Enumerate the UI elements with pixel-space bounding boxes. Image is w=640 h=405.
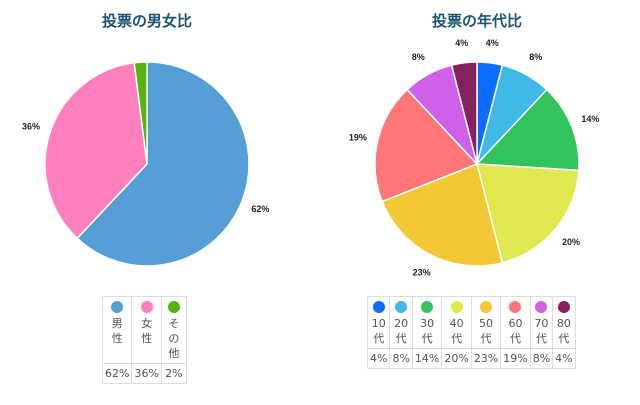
legend-cell-60s: 60 代	[500, 296, 531, 349]
slice-percent-label: 36%	[22, 121, 40, 131]
legend-value-10s: 4%	[366, 348, 391, 369]
slice-percent-label: 8%	[529, 52, 542, 62]
gender-chart-title: 投票の男女比	[101, 12, 192, 30]
slice-percent-label: 4%	[455, 38, 468, 48]
pie-slice	[381, 162, 504, 267]
legend-value-80s: 4%	[552, 348, 576, 369]
70s-color-dot-icon	[535, 301, 548, 313]
legend-value-female: 36%	[131, 363, 162, 384]
legend-value-40s: 20%	[441, 348, 472, 369]
20s-color-dot-icon	[395, 301, 408, 313]
legend-value-60s: 19%	[500, 348, 531, 369]
legend-cell-male: 男 性	[101, 296, 133, 364]
slice-percent-label: 23%	[413, 268, 431, 278]
10s-color-dot-icon	[372, 301, 385, 313]
legend-cell-10s: 10 代	[366, 296, 391, 349]
50s-color-dot-icon	[480, 301, 493, 313]
60s-color-dot-icon	[509, 301, 522, 313]
slice-percent-label: 62%	[251, 204, 269, 214]
legend-cell-80s: 80 代	[552, 296, 576, 349]
male-color-dot-icon	[111, 301, 124, 313]
40s-color-dot-icon	[450, 301, 463, 313]
legend-value-70s: 8%	[529, 348, 554, 369]
age-legend-table: 10 代 20 代 30 代 40 代 50 代 60 代 70 代 80 代 4% 8% 14…	[366, 296, 576, 369]
pie-slice	[44, 61, 148, 240]
legend-value-20s: 8%	[389, 348, 413, 369]
female-color-dot-icon	[140, 301, 153, 313]
legend-cell-other: そ の 他	[160, 296, 187, 364]
gender-pie-chart: 62% 36%	[22, 61, 269, 267]
slice-percent-label: 4%	[486, 38, 499, 48]
pie-slice	[133, 61, 148, 165]
legend-value-male: 62%	[101, 363, 133, 384]
legend-cell-40s: 40 代	[441, 296, 472, 349]
other-color-dot-icon	[167, 301, 180, 313]
80s-color-dot-icon	[557, 301, 570, 313]
legend-cell-20s: 20 代	[389, 296, 413, 349]
slice-percent-label: 8%	[412, 52, 425, 62]
legend-cell-50s: 50 代	[470, 296, 502, 349]
legend-cell-30s: 30 代	[411, 296, 443, 349]
legend-value-other: 2%	[160, 363, 187, 384]
legend-value-50s: 23%	[470, 348, 502, 369]
slice-percent-label: 19%	[349, 132, 367, 142]
slice-percent-label: 20%	[562, 237, 580, 247]
pie-slice	[476, 163, 580, 264]
pie-slice	[76, 61, 250, 267]
age-pie-chart: 4% 8% 14% 20% 23% 19% 8% 4%	[349, 38, 600, 278]
pie-slice	[475, 88, 580, 172]
gender-legend-table: 男 性 女 性 そ の 他 62% 36% 2%	[101, 296, 187, 384]
legend-value-30s: 14%	[411, 348, 443, 369]
30s-color-dot-icon	[421, 301, 434, 313]
age-chart-title: 投票の年代比	[431, 12, 522, 30]
legend-cell-70s: 70 代	[529, 296, 554, 349]
legend-cell-female: 女 性	[131, 296, 162, 364]
pie-slice	[374, 88, 479, 203]
slice-percent-label: 14%	[581, 114, 599, 124]
pie-slice	[450, 61, 478, 165]
